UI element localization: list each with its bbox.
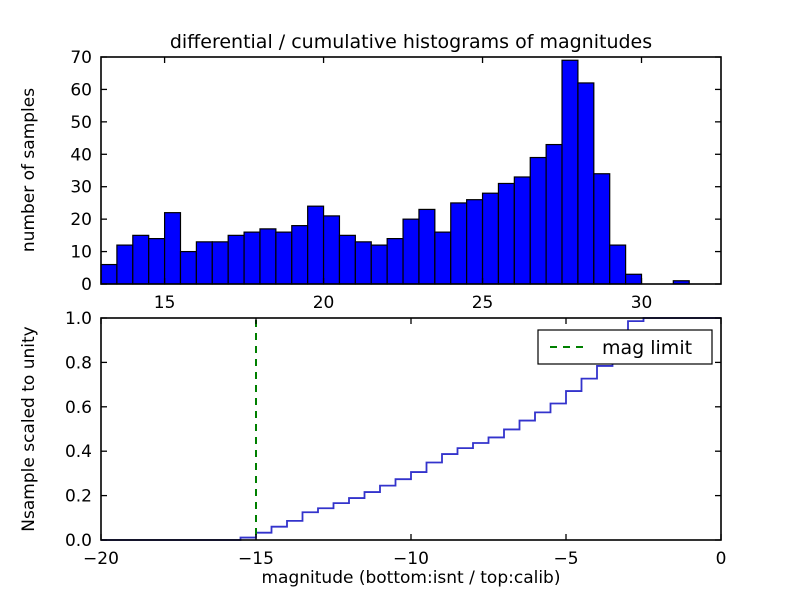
- histogram-bar: [562, 60, 578, 284]
- histogram-bar: [308, 206, 324, 284]
- bottom-y-tick-label: 1.0: [65, 309, 92, 329]
- histogram-bar: [451, 203, 467, 284]
- histogram-bar: [546, 145, 562, 284]
- histogram-bar: [483, 193, 499, 284]
- bottom-y-tick-label: 0.8: [65, 353, 92, 373]
- histogram-bar: [610, 245, 626, 284]
- bottom-y-tick-label: 0.6: [65, 398, 92, 418]
- top-y-tick-label: 0: [81, 275, 92, 295]
- histogram-bar: [149, 239, 165, 284]
- histogram-bar: [594, 174, 610, 284]
- histogram-bar: [498, 183, 514, 284]
- bottom-x-tick-label: 0: [716, 549, 727, 569]
- bottom-x-tick-label: −10: [393, 549, 429, 569]
- bottom-y-tick-label: 0.4: [65, 442, 92, 462]
- top-y-tick-label: 60: [70, 80, 92, 100]
- top-x-tick-label: 25: [472, 293, 494, 313]
- bottom-panel: 0.0 0.2 0.4 0.6 0.8 1.0 −20 −15 −10 −5 0 Nsample …: [19, 309, 726, 588]
- histogram-bar: [339, 235, 355, 284]
- histogram-bar: [578, 83, 594, 284]
- legend-label-mag-limit: mag limit: [602, 337, 692, 359]
- histogram-bar: [276, 232, 292, 284]
- histogram-bar: [117, 245, 133, 284]
- x-axis-label: magnitude (bottom:isnt / top:calib): [262, 568, 561, 588]
- top-y-tick-label: 20: [70, 210, 92, 230]
- histogram-bar: [133, 235, 149, 284]
- histogram-bar: [244, 232, 260, 284]
- figure-title: differential / cumulative histograms of …: [170, 31, 652, 53]
- histogram-bar: [324, 216, 340, 284]
- legend[interactable]: mag limit: [538, 330, 712, 364]
- histogram-bar: [387, 239, 403, 284]
- top-y-tick-label: 30: [70, 178, 92, 198]
- histogram-bar: [530, 158, 546, 284]
- histogram-bar: [419, 209, 435, 284]
- histogram-bar: [228, 235, 244, 284]
- top-x-tick-label: 15: [154, 293, 176, 313]
- histogram-bar: [514, 177, 530, 284]
- histogram-bar: [371, 245, 387, 284]
- figure-canvas: differential / cumulative histograms of …: [0, 0, 800, 600]
- bottom-y-axis-label: Nsample scaled to unity: [19, 326, 39, 531]
- bottom-x-tick-label: −20: [83, 549, 119, 569]
- histogram-bar: [292, 226, 308, 284]
- histogram-bar: [467, 200, 483, 284]
- bottom-y-tick-label: 0.2: [65, 487, 92, 507]
- top-y-tick-label: 70: [70, 48, 92, 68]
- top-x-tick-label: 30: [631, 293, 653, 313]
- histogram-bar: [196, 242, 212, 284]
- histogram-bar: [180, 252, 196, 284]
- histogram-bar: [626, 274, 642, 284]
- top-y-tick-label: 10: [70, 243, 92, 263]
- top-y-tick-label: 40: [70, 145, 92, 165]
- bottom-x-tick-label: −5: [553, 549, 578, 569]
- top-x-tick-label: 20: [313, 293, 335, 313]
- bottom-y-tick-label: 0.0: [65, 531, 92, 551]
- histogram-bar: [403, 219, 419, 284]
- histogram-bar: [101, 265, 117, 284]
- top-panel: differential / cumulative histograms of …: [19, 31, 721, 313]
- matplotlib-figure: differential / cumulative histograms of …: [0, 0, 800, 600]
- bottom-x-tick-label: −15: [238, 549, 274, 569]
- histogram-bar: [165, 213, 181, 284]
- histogram-bar: [435, 232, 451, 284]
- histogram-bar: [212, 242, 228, 284]
- top-y-tick-label: 50: [70, 113, 92, 133]
- top-y-axis-label: number of samples: [19, 88, 39, 252]
- histogram-bar: [355, 242, 371, 284]
- histogram-bar: [260, 229, 276, 284]
